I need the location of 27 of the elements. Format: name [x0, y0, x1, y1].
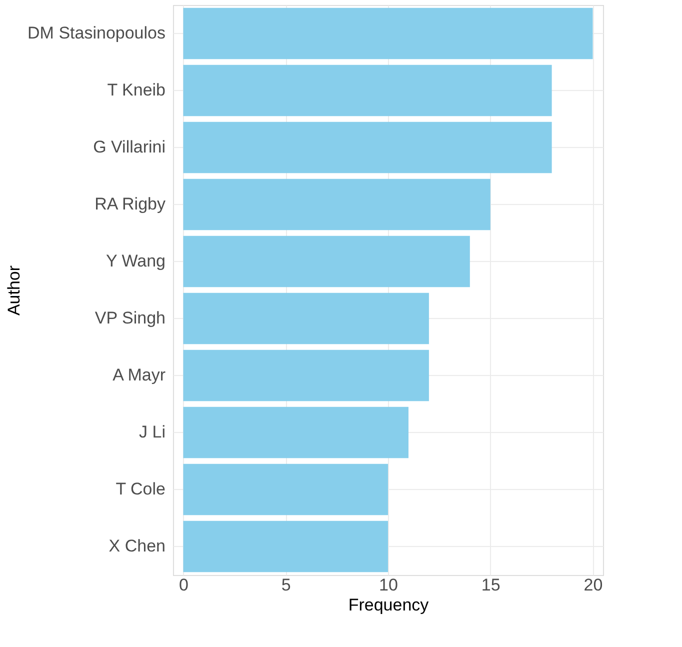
y-tick-label: T Kneib [107, 80, 166, 100]
y-tick-label: VP Singh [94, 308, 166, 328]
y-tick-label: Y Wang [106, 252, 166, 270]
y-tick-label: T Cole [116, 480, 166, 498]
bar [183, 406, 408, 458]
bar [183, 64, 552, 116]
bar [183, 8, 593, 60]
bar [183, 122, 552, 174]
bar [183, 178, 490, 230]
y-tick-label: A Mayr [112, 366, 166, 384]
x-tick-label: 20 [584, 576, 603, 594]
y-tick-label: X Chen [108, 536, 166, 556]
x-axis-title: Frequency [348, 596, 430, 614]
bar [183, 520, 388, 572]
bar [183, 350, 429, 402]
y-tick-label: G Villarini [93, 138, 166, 156]
x-tick-label: 5 [281, 576, 291, 594]
y-tick-label: RA Rigby [94, 194, 166, 214]
bar [183, 464, 388, 516]
bar [183, 292, 429, 344]
x-tick-label: 10 [379, 576, 398, 594]
y-axis-title: Author [4, 265, 24, 316]
bar [183, 236, 470, 288]
y-tick-label: DM Stasinopoulos [28, 24, 166, 42]
y-tick-label: J Li [139, 422, 166, 442]
x-tick-label: 0 [179, 576, 188, 594]
x-tick-label: 15 [481, 576, 500, 594]
